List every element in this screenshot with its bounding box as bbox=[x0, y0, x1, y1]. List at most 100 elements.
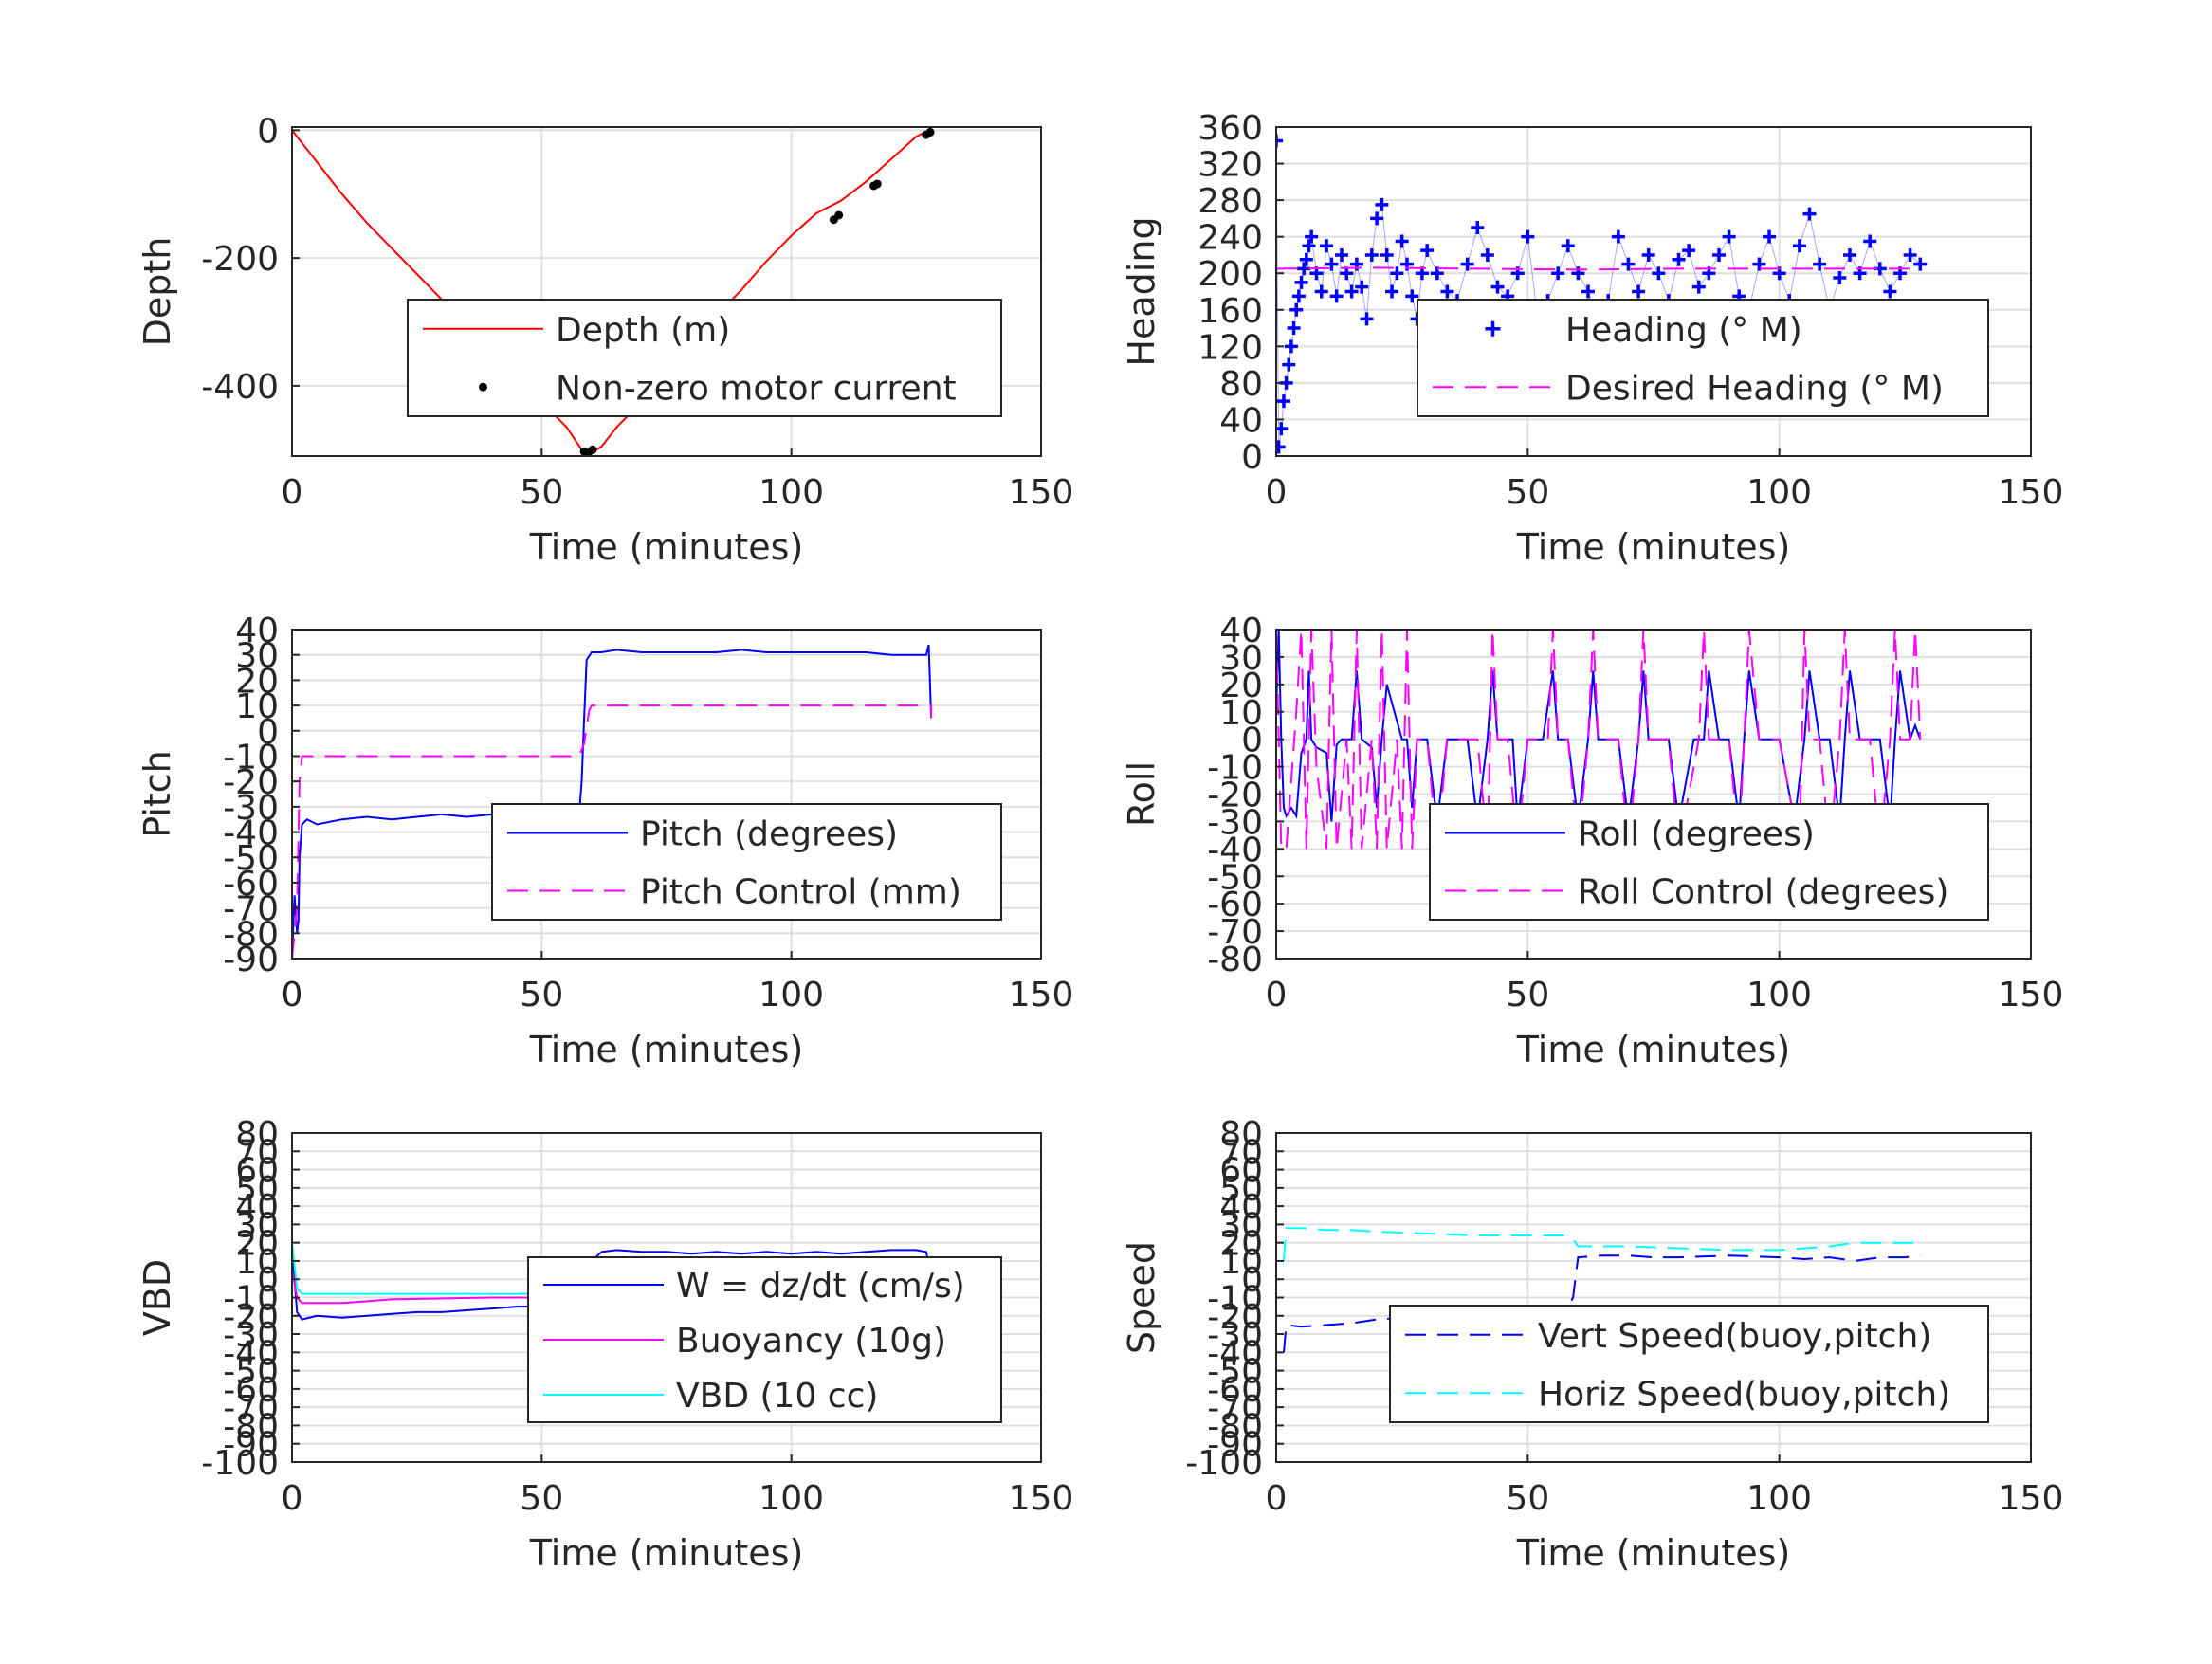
legend-label: Desired Heading (° M) bbox=[1565, 369, 1944, 408]
y-tick-label: 240 bbox=[1197, 219, 1263, 258]
series-heading-m-marker bbox=[1299, 252, 1313, 266]
y-tick-label: 0 bbox=[257, 1261, 279, 1300]
series-heading-m-marker bbox=[1395, 234, 1409, 248]
y-tick-label: 40 bbox=[1219, 612, 1263, 650]
y-tick-label: 40 bbox=[235, 1188, 279, 1227]
y-tick-label: -20 bbox=[1207, 1298, 1263, 1337]
y-tick-label: 280 bbox=[1197, 182, 1263, 221]
y-tick-label: -50 bbox=[1207, 1353, 1263, 1392]
series-heading-m-marker bbox=[1913, 257, 1928, 271]
y-tick-label: -80 bbox=[1207, 1407, 1263, 1446]
series-non-zero-motor-current-point bbox=[588, 445, 597, 454]
chart-panel-3: 0 50 100 150-90-80-70-60-50-40-30-20-100102… bbox=[137, 612, 1073, 1070]
y-tick-label: 80 bbox=[1219, 1115, 1263, 1154]
y-tick-label: 0 bbox=[1241, 722, 1263, 760]
series-heading-m-marker bbox=[1611, 229, 1625, 244]
legend-label: Buoyancy (10g) bbox=[676, 1322, 946, 1361]
y-tick-label: -30 bbox=[1207, 803, 1263, 842]
series-heading-m-marker bbox=[1302, 239, 1316, 253]
series-heading-m-marker bbox=[1305, 229, 1319, 244]
series-vert-speed-buoy-pitch-line bbox=[1283, 1254, 1921, 1353]
legend-box bbox=[1389, 1305, 1989, 1423]
series-pitch-control-mm-line bbox=[292, 704, 933, 959]
legend-box bbox=[407, 299, 1002, 417]
series-heading-m-marker bbox=[1863, 234, 1877, 248]
series-heading-m-marker bbox=[1802, 207, 1817, 221]
y-tick-label: 10 bbox=[1219, 694, 1263, 733]
series-heading-m-marker bbox=[1344, 284, 1359, 299]
x-tick-label: 50 bbox=[1506, 473, 1549, 512]
series-heading-m-marker bbox=[1314, 284, 1328, 299]
y-tick-label: -400 bbox=[201, 368, 279, 407]
series-heading-m-marker bbox=[1405, 289, 1419, 303]
y-tick-label: 80 bbox=[1219, 365, 1263, 404]
y-tick-label: 40 bbox=[1219, 1188, 1263, 1227]
x-tick-label: 0 bbox=[1266, 1479, 1288, 1518]
y-tick-label: 0 bbox=[257, 713, 279, 752]
series-heading-m-marker bbox=[1390, 266, 1404, 281]
x-tick-label: 50 bbox=[520, 473, 563, 512]
series-heading-m-marker bbox=[1813, 257, 1827, 271]
x-tick-label: 150 bbox=[1009, 1479, 1074, 1518]
x-tick-label: 100 bbox=[759, 473, 824, 512]
series-heading-m-marker bbox=[1632, 284, 1646, 299]
y-axis-label: Heading bbox=[1121, 216, 1162, 366]
x-tick-label: 0 bbox=[1266, 473, 1288, 512]
series-heading-m-marker bbox=[1903, 247, 1917, 262]
y-tick-label: -40 bbox=[223, 814, 279, 853]
series-heading-m-marker bbox=[1682, 244, 1696, 258]
legend-box bbox=[491, 803, 1002, 921]
y-tick-label: -100 bbox=[201, 1444, 279, 1483]
series-heading-m-marker bbox=[1364, 247, 1379, 262]
series-non-zero-motor-current-point bbox=[834, 210, 844, 220]
series-group bbox=[292, 644, 933, 959]
y-tick-label: -40 bbox=[223, 1334, 279, 1373]
y-tick-label: -30 bbox=[1207, 1316, 1263, 1355]
x-tick-label: 100 bbox=[1746, 976, 1812, 1015]
series-heading-m-marker bbox=[1282, 357, 1296, 372]
series-heading-m-marker bbox=[1561, 239, 1575, 253]
series-heading-m-marker bbox=[1320, 239, 1334, 253]
series-group bbox=[1283, 1227, 1921, 1353]
series-heading-m-marker bbox=[1490, 280, 1505, 294]
x-tick-label: 100 bbox=[759, 1479, 824, 1518]
y-tick-label: 50 bbox=[1219, 1170, 1263, 1209]
x-tick-label: 0 bbox=[1266, 976, 1288, 1015]
y-tick-label: 80 bbox=[235, 1115, 279, 1154]
legend-label: Vert Speed(buoy,pitch) bbox=[1538, 1317, 1931, 1356]
legend-label: Heading (° M) bbox=[1565, 311, 1802, 350]
legend-label: Roll Control (degrees) bbox=[1578, 873, 1948, 912]
y-tick-label: -70 bbox=[1207, 1389, 1263, 1428]
y-tick-label: -60 bbox=[223, 1371, 279, 1410]
x-tick-label: 150 bbox=[1999, 1479, 2064, 1518]
series-heading-m-marker bbox=[1480, 247, 1494, 262]
y-tick-label: 20 bbox=[1219, 1225, 1263, 1264]
series-heading-m-marker bbox=[1792, 239, 1806, 253]
chart-panel-4: 0 50 100 150-80-70-60-50-40-30-20-100102030… bbox=[1121, 612, 2063, 1070]
series-heading-m-marker bbox=[1711, 247, 1726, 262]
y-tick-label: -10 bbox=[1207, 749, 1263, 788]
y-axis-label: Roll bbox=[1121, 761, 1162, 827]
legend-box bbox=[1417, 299, 1989, 417]
y-tick-label: -90 bbox=[1207, 1426, 1263, 1465]
axes-box bbox=[291, 126, 1042, 457]
legend-box bbox=[1429, 803, 1989, 921]
y-tick-label: 60 bbox=[235, 1152, 279, 1191]
y-tick-label: -200 bbox=[201, 240, 279, 279]
y-tick-label: -60 bbox=[1207, 886, 1263, 924]
series-desired-heading-m-line bbox=[1276, 266, 1921, 271]
y-tick-label: 70 bbox=[235, 1133, 279, 1172]
series-heading-m-marker bbox=[1621, 257, 1636, 271]
legend: Depth (m) Non-zero motor current bbox=[407, 299, 1002, 417]
x-tick-label: 100 bbox=[1746, 1479, 1812, 1518]
y-tick-label: 40 bbox=[1219, 401, 1263, 440]
x-tick-label: 50 bbox=[520, 1479, 563, 1518]
y-tick-label: -90 bbox=[223, 1426, 279, 1465]
y-tick-label: -70 bbox=[223, 890, 279, 929]
y-tick-label: 40 bbox=[235, 612, 279, 650]
axes-box bbox=[1275, 126, 2032, 457]
x-tick-label: 50 bbox=[1506, 1479, 1549, 1518]
y-tick-label: 10 bbox=[235, 1243, 279, 1282]
series-heading-m-marker bbox=[1763, 229, 1777, 244]
